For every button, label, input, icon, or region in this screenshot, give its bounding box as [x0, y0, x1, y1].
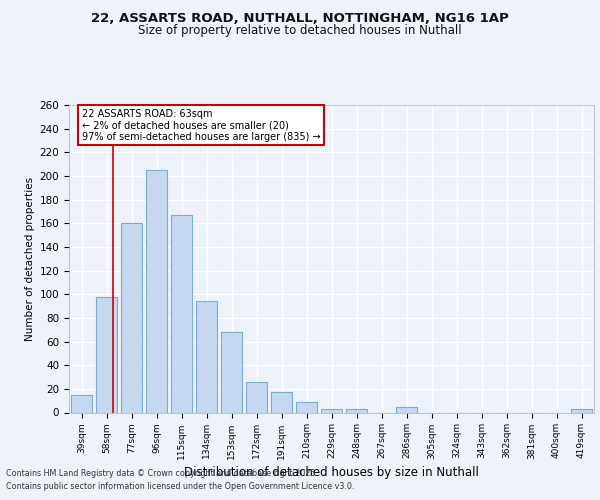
Bar: [221, 332, 242, 412]
Text: 22 ASSARTS ROAD: 63sqm
← 2% of detached houses are smaller (20)
97% of semi-deta: 22 ASSARTS ROAD: 63sqm ← 2% of detached …: [82, 108, 320, 142]
Bar: [96, 296, 117, 412]
Bar: [71, 395, 92, 412]
Text: Contains HM Land Registry data © Crown copyright and database right 2025.: Contains HM Land Registry data © Crown c…: [6, 468, 318, 477]
Bar: [571, 409, 592, 412]
Bar: [121, 224, 142, 412]
X-axis label: Distribution of detached houses by size in Nuthall: Distribution of detached houses by size …: [184, 466, 479, 478]
Bar: [246, 382, 267, 412]
Bar: [171, 215, 192, 412]
Text: 22, ASSARTS ROAD, NUTHALL, NOTTINGHAM, NG16 1AP: 22, ASSARTS ROAD, NUTHALL, NOTTINGHAM, N…: [91, 12, 509, 26]
Bar: [396, 406, 417, 412]
Bar: [296, 402, 317, 412]
Bar: [196, 302, 217, 412]
Text: Contains public sector information licensed under the Open Government Licence v3: Contains public sector information licen…: [6, 482, 355, 491]
Bar: [346, 409, 367, 412]
Text: Size of property relative to detached houses in Nuthall: Size of property relative to detached ho…: [138, 24, 462, 37]
Bar: [321, 409, 342, 412]
Y-axis label: Number of detached properties: Number of detached properties: [25, 176, 35, 341]
Bar: [146, 170, 167, 412]
Bar: [271, 392, 292, 412]
